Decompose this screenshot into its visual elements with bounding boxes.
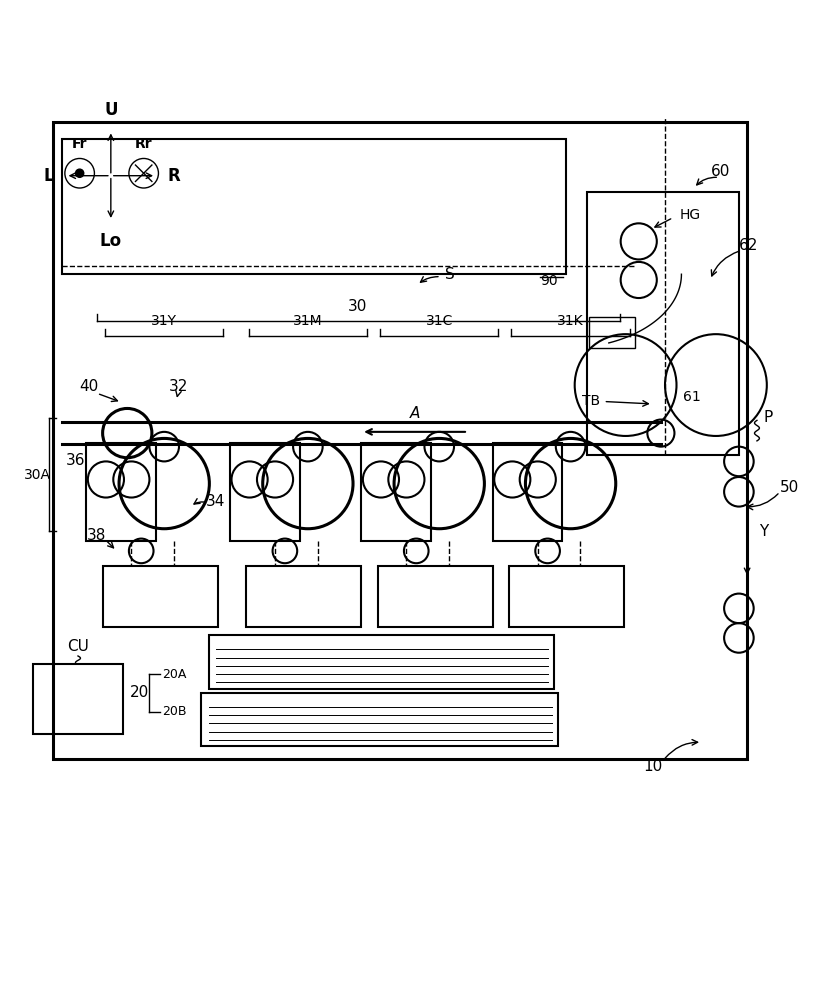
Text: 31K: 31K	[557, 314, 584, 328]
Text: HG: HG	[680, 208, 701, 222]
Text: 60: 60	[711, 164, 731, 179]
Text: 10: 10	[643, 759, 663, 774]
Bar	[587, 192, 739, 455]
Text: Rr: Rr	[135, 137, 153, 151]
Text: CU: CU	[67, 639, 89, 654]
Bar	[246, 566, 361, 627]
Bar	[378, 566, 493, 627]
Bar	[589, 317, 635, 348]
Text: P: P	[764, 410, 773, 425]
Text: 31Y: 31Y	[151, 314, 177, 328]
Bar	[493, 443, 562, 541]
Text: S: S	[445, 267, 455, 282]
Text: 20: 20	[130, 685, 149, 700]
Text: 31M: 31M	[293, 314, 323, 328]
Text: 30A: 30A	[24, 468, 50, 482]
Text: 30: 30	[347, 299, 367, 314]
Bar	[230, 443, 300, 541]
Bar	[201, 693, 558, 746]
Bar	[62, 139, 566, 274]
Text: 50: 50	[780, 480, 799, 495]
Text: Fr: Fr	[72, 137, 87, 151]
Bar	[509, 566, 624, 627]
Text: L: L	[44, 167, 54, 185]
Text: 62: 62	[739, 238, 759, 253]
Text: 20A: 20A	[163, 668, 187, 681]
Text: 34: 34	[206, 494, 226, 509]
Text: Lo: Lo	[100, 232, 122, 250]
Text: R: R	[167, 167, 181, 185]
Text: 61: 61	[683, 390, 701, 404]
Circle shape	[76, 169, 84, 177]
Bar	[361, 443, 431, 541]
Bar	[53, 122, 747, 759]
Bar	[33, 664, 123, 734]
Text: 31C: 31C	[425, 314, 453, 328]
Text: A: A	[410, 406, 420, 421]
Text: 20B: 20B	[163, 705, 187, 718]
Text: 36: 36	[66, 453, 85, 468]
Bar	[209, 635, 554, 689]
Text: Y: Y	[759, 524, 768, 539]
Text: TB: TB	[582, 394, 600, 408]
Text: U: U	[104, 101, 117, 119]
Text: 40: 40	[79, 379, 99, 394]
Text: 38: 38	[87, 528, 107, 543]
Text: 32: 32	[169, 379, 189, 394]
Bar	[103, 566, 218, 627]
Text: 90: 90	[540, 274, 557, 288]
Bar	[86, 443, 156, 541]
